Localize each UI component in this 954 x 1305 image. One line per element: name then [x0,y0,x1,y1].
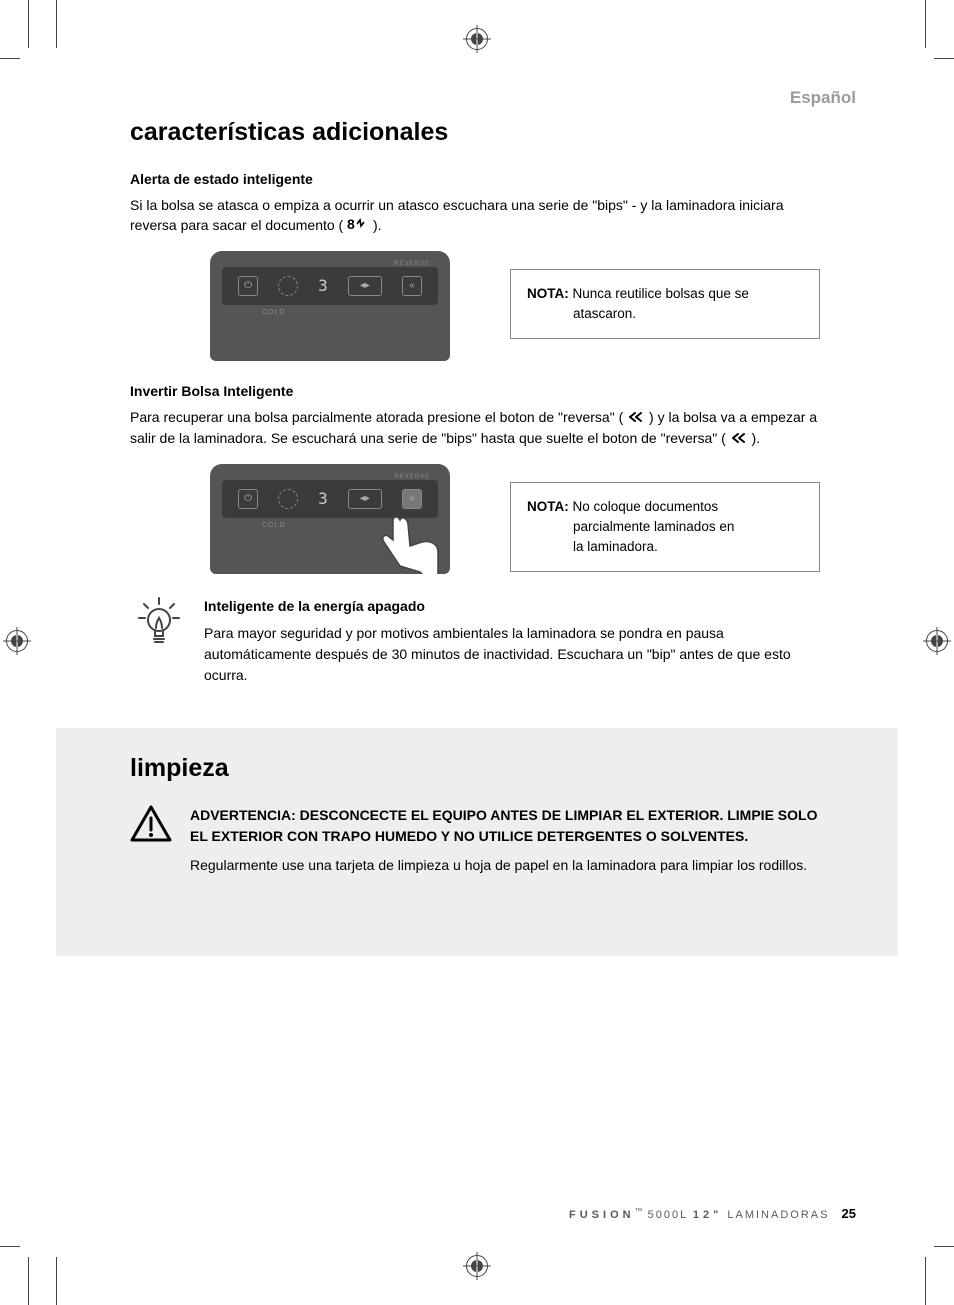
cleaning-body: Regularmente use una tarjeta de limpieza… [190,855,824,876]
note-box-1: NOTA: Nunca reutilice bolsas que se atas… [510,269,820,340]
digit-display: 3 [318,276,328,295]
invert-text-c: ). [748,430,760,446]
registration-mark-icon [466,1255,488,1277]
nav-icon: ◂▸ [348,276,382,296]
reverse-label: REVERSE [394,474,430,480]
energy-tip-row: Inteligente de la energía apagado Para m… [130,596,824,686]
energy-tip-text: Inteligente de la energía apagado Para m… [204,596,824,686]
nav-icon: ◂▸ [348,489,382,509]
section-title-cleaning: limpieza [130,754,824,783]
alert-heading: Alerta de estado inteligente [130,171,824,187]
cold-label: COLD [262,309,285,316]
note-label: NOTA: [527,286,569,301]
registration-mark-icon [926,630,948,652]
footer-tm: ™ [635,1206,643,1215]
laminator-panel-illustration-hand: REVERSE ⏻ 3 ◂▸ « COLD [210,464,450,574]
section-title-features: características adicionales [130,118,824,147]
crop-mark [56,1257,57,1305]
svg-text:8: 8 [347,217,355,231]
note-text: Nunca reutilice bolsas que se [569,286,749,301]
invert-heading: Invertir Bolsa Inteligente [130,383,824,399]
warning-icon [130,805,172,843]
note-text: atascaron. [527,304,803,324]
crop-mark [925,0,926,48]
note-text: No coloque documentos [569,499,718,514]
warning-title: ADVERTENCIA: DESCONCECTE EL EQUIPO ANTES… [190,805,824,847]
footer-product: LAMINADORAS [722,1209,829,1221]
footer-size: 12" [693,1209,722,1221]
lightbulb-icon [136,596,182,646]
crop-mark [934,1246,954,1247]
crop-mark [0,1246,20,1247]
energy-heading: Inteligente de la energía apagado [204,596,824,617]
laminator-panel-illustration: REVERSE ⏻ 3 ◂▸ « COLD [210,251,450,361]
registration-mark-icon [466,28,488,50]
page-area: Español características adicionales Aler… [56,58,898,1247]
crop-mark [56,0,57,48]
warning-row: ADVERTENCIA: DESCONCECTE EL EQUIPO ANTES… [130,805,824,876]
alert-row: REVERSE ⏻ 3 ◂▸ « COLD NOTA: Nunca reutil… [130,251,824,361]
reverse-label: REVERSE [394,261,430,267]
page-number: 25 [842,1206,856,1221]
note-text: parcialmente laminados en [527,517,803,537]
registration-mark-icon [6,630,28,652]
crop-mark [925,1257,926,1305]
invert-text-a: Para recuperar una bolsa parcialmente at… [130,409,627,425]
footer-model: 5000L [643,1209,693,1221]
crop-mark [28,1257,29,1305]
digit-display: 3 [318,489,328,508]
energy-body: Para mayor seguridad y por motivos ambie… [204,623,824,686]
crop-mark [934,58,954,59]
reverse-symbol-icon [730,429,748,449]
loading-icon [278,276,298,296]
reverse-symbol-icon [627,408,645,428]
cold-label: COLD [262,522,285,529]
content: características adicionales Alerta de es… [56,58,898,956]
hand-icon [360,512,440,574]
page-footer: FUSION™ 5000L 12" LAMINADORAS 25 [569,1206,856,1221]
power-icon: ⏻ [238,489,258,509]
invert-body: Para recuperar una bolsa parcialmente at… [130,407,824,450]
jam-icon: 8 [347,216,369,236]
crop-mark [0,58,20,59]
alert-body: Si la bolsa se atasca o empiza a ocurrir… [130,195,824,237]
power-icon: ⏻ [238,276,258,296]
reverse-icon-highlighted: « [402,489,422,509]
language-label: Español [790,88,856,108]
crop-mark [28,0,29,48]
warning-text-block: ADVERTENCIA: DESCONCECTE EL EQUIPO ANTES… [190,805,824,876]
cleaning-section: limpieza ADVERTENCIA: DESCONCECTE EL EQU… [56,728,898,956]
note-text: la laminadora. [527,537,803,557]
invert-row: REVERSE ⏻ 3 ◂▸ « COLD NOTA: No coloque d… [130,464,824,574]
reverse-icon: « [402,276,422,296]
loading-icon [278,489,298,509]
alert-text-before: Si la bolsa se atasca o empiza a ocurrir… [130,197,784,233]
note-box-2: NOTA: No coloque documentos parcialmente… [510,482,820,573]
alert-text-after: ). [369,217,381,233]
footer-brand: FUSION [569,1209,635,1221]
note-label: NOTA: [527,499,569,514]
